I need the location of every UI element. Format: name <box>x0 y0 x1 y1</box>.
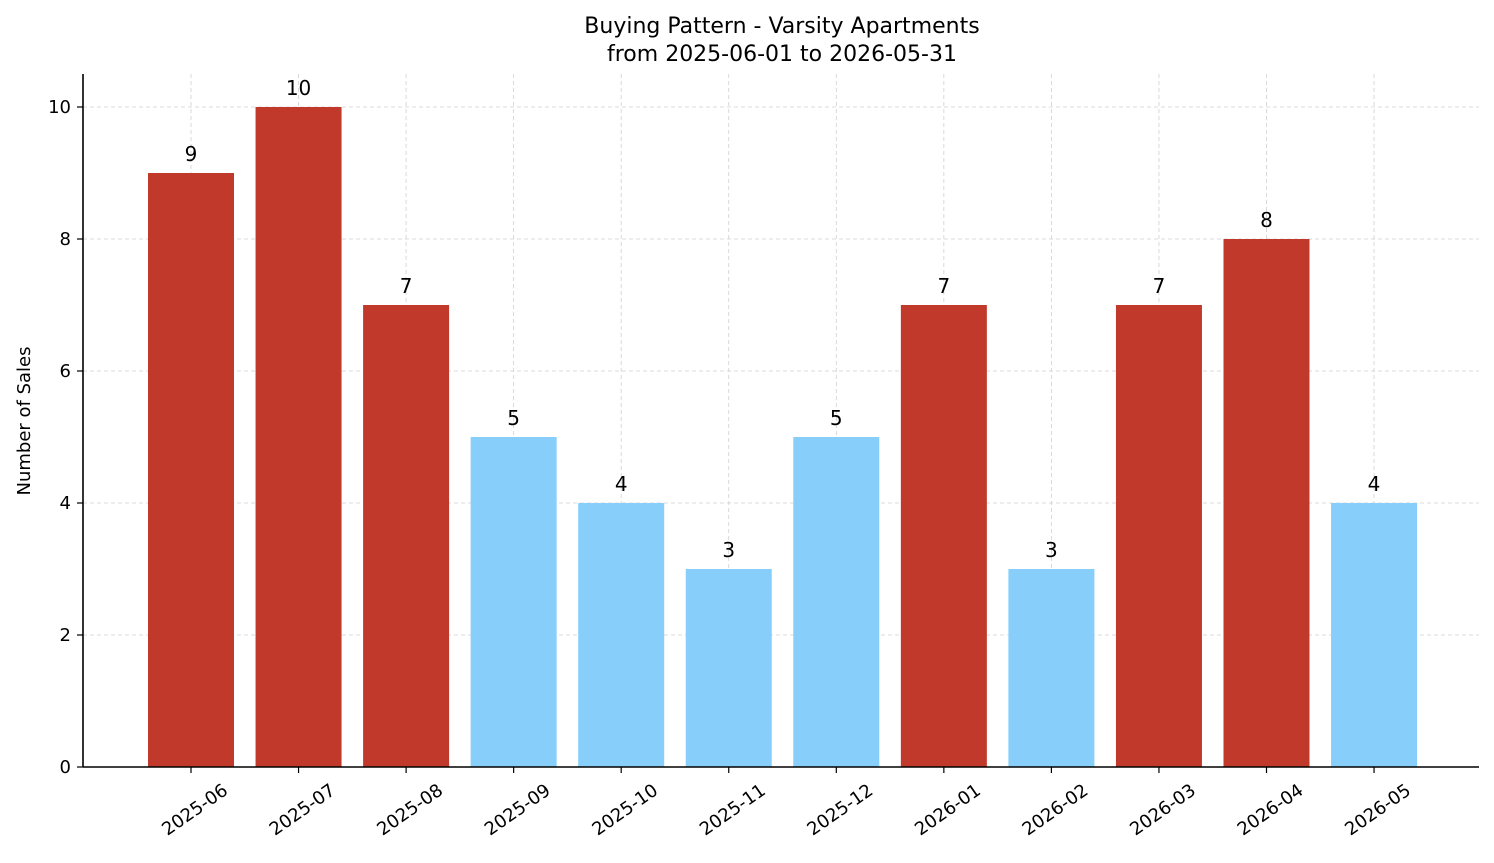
bar-2026-02 <box>1008 569 1095 767</box>
x-tick-label: 2026-04 <box>1234 780 1308 840</box>
bar-2026-04 <box>1223 239 1310 767</box>
x-tick-label: 2025-12 <box>804 780 878 840</box>
data-label: 5 <box>830 406 843 430</box>
data-label: 7 <box>400 274 413 298</box>
data-label: 5 <box>507 406 520 430</box>
data-label: 7 <box>937 274 950 298</box>
bar-2026-05 <box>1331 503 1418 767</box>
y-tick-label: 6 <box>60 361 71 382</box>
bar-2025-12 <box>793 437 880 767</box>
data-label: 8 <box>1260 208 1273 232</box>
y-tick-label: 10 <box>48 97 71 118</box>
bar-2025-08 <box>363 305 450 767</box>
x-tick-label: 2025-06 <box>158 780 232 840</box>
data-label: 7 <box>1153 274 1166 298</box>
chart-title: Buying Pattern - Varsity Apartments <box>584 14 979 39</box>
x-tick-label: 2026-03 <box>1126 780 1200 840</box>
bar-2025-11 <box>685 569 772 767</box>
x-tick-label: 2025-10 <box>588 780 662 840</box>
bar-2025-09 <box>470 437 557 767</box>
x-tick-label: 2026-01 <box>911 780 985 840</box>
x-tick-label: 2025-09 <box>481 780 555 840</box>
bar-2025-06 <box>148 173 234 767</box>
bar-2025-10 <box>578 503 665 767</box>
y-tick-label: 0 <box>60 757 71 778</box>
y-axis-label: Number of Sales <box>14 346 35 495</box>
x-tick-label: 2025-11 <box>696 780 770 840</box>
data-label: 3 <box>1045 538 1058 562</box>
data-label: 4 <box>1368 472 1381 496</box>
bar-2026-01 <box>900 305 987 767</box>
chart-subtitle: from 2025-06-01 to 2026-05-31 <box>607 42 957 67</box>
bar-2025-07 <box>255 107 342 767</box>
x-tick-label: 2026-05 <box>1341 780 1415 840</box>
x-tick-label: 2026-02 <box>1019 780 1093 840</box>
data-labels: 9 10 7 5 4 3 5 7 3 7 8 4 <box>185 76 1381 562</box>
data-label: 10 <box>286 76 311 100</box>
y-tick-label: 8 <box>60 229 71 250</box>
bar-2026-03 <box>1115 305 1202 767</box>
y-tick-label: 4 <box>60 493 71 514</box>
data-label: 9 <box>185 142 198 166</box>
data-label: 3 <box>722 538 735 562</box>
data-label: 4 <box>615 472 628 496</box>
x-tick-label: 2025-08 <box>373 780 447 840</box>
y-tick-label: 2 <box>60 625 71 646</box>
bars <box>148 107 1418 767</box>
x-tick-label: 2025-07 <box>266 780 340 840</box>
